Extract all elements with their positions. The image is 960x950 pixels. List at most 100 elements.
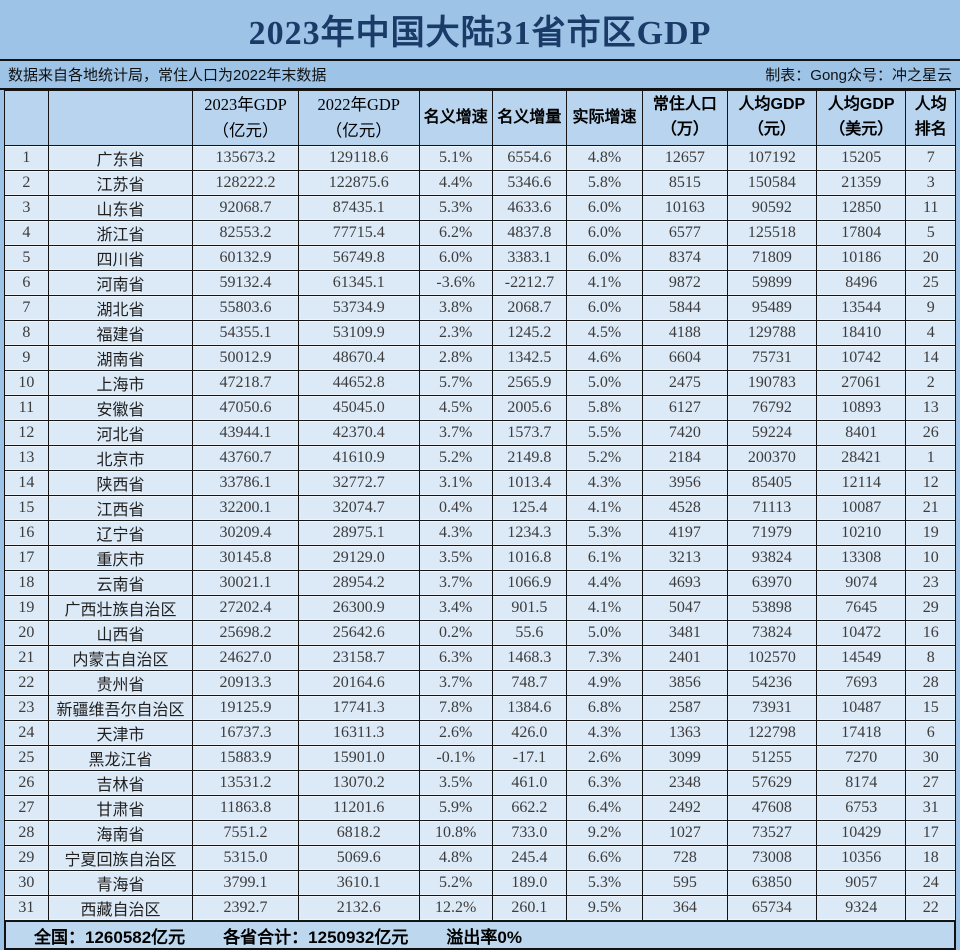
gdp-per-capita-usd-cell: 8174	[816, 770, 907, 796]
nominal-growth-cell: 4.3%	[418, 520, 493, 546]
gdp-per-capita-cny-cell: 57629	[726, 770, 818, 796]
table-row: 11 安徽省 47050.6 45045.0 4.5% 2005.6 5.8% 6127 767…	[4, 395, 956, 421]
per-capita-rank-cell: 12	[905, 470, 956, 496]
gdp-per-capita-usd-cell: 28421	[816, 445, 907, 471]
real-growth-cell: 6.1%	[565, 545, 644, 571]
table-row: 14 陕西省 33786.1 32772.7 3.1% 1013.4 4.3% 3956 854…	[4, 470, 956, 496]
gdp-per-capita-usd-cell: 10487	[816, 695, 907, 721]
gdp-per-capita-cny-cell: 63970	[726, 570, 818, 596]
province-cell: 黑龙江省	[47, 745, 194, 771]
gdp-per-capita-cny-cell: 59224	[726, 420, 818, 446]
nominal-growth-header: 名义增速	[418, 90, 493, 146]
rank-cell: 14	[4, 470, 49, 496]
nominal-growth-cell: 5.3%	[418, 195, 493, 221]
gdp-per-capita-cny-cell: 54236	[726, 670, 818, 696]
population-cell: 1027	[642, 820, 728, 846]
province-cell: 福建省	[47, 320, 194, 346]
rank-cell: 19	[4, 595, 49, 621]
gdp-per-capita-cny-cell: 76792	[726, 395, 818, 421]
table-row: 16 辽宁省 30209.4 28975.1 4.3% 1234.3 5.3% 4197 719…	[4, 520, 956, 546]
gdp-per-capita-usd-cell: 10087	[816, 495, 907, 521]
gdp-2022-cell: 11201.6	[297, 795, 420, 821]
gdp-2023-cell: 33786.1	[192, 470, 299, 496]
population-cell: 1363	[642, 720, 728, 746]
province-cell: 河南省	[47, 270, 194, 296]
spillover-rate: 溢出率0%	[446, 927, 522, 947]
gdp-2022-cell: 32772.7	[297, 470, 420, 496]
gdp-2023-cell: 19125.9	[192, 695, 299, 721]
gdp-per-capita-usd-cell: 14549	[816, 645, 907, 671]
table-row: 31 西藏自治区 2392.7 2132.6 12.2% 260.1 9.5% 364 6573…	[4, 895, 956, 921]
rank-cell: 24	[4, 720, 49, 746]
nominal-increase-cell: -17.1	[491, 745, 567, 771]
table-row: 2 江苏省 128222.2 122875.6 4.4% 5346.6 5.8% 8515 15…	[4, 170, 956, 196]
per-capita-rank-cell: 19	[905, 520, 956, 546]
gdp-2022-cell: 13070.2	[297, 770, 420, 796]
nominal-increase-cell: 1016.8	[491, 545, 567, 571]
nominal-increase-cell: 6554.6	[491, 145, 567, 171]
gdp-2022-cell: 17741.3	[297, 695, 420, 721]
province-cell: 辽宁省	[47, 520, 194, 546]
nominal-growth-cell: -3.6%	[418, 270, 493, 296]
nominal-increase-cell: 426.0	[491, 720, 567, 746]
gdp-2022-cell: 42370.4	[297, 420, 420, 446]
national-total: 全国：1260582亿元	[34, 927, 186, 947]
province-cell: 贵州省	[47, 670, 194, 696]
nominal-growth-cell: 3.7%	[418, 570, 493, 596]
gdp-per-capita-cny-cell: 63850	[726, 870, 818, 896]
nominal-increase-cell: 901.5	[491, 595, 567, 621]
gdp-per-capita-usd-cell: 9074	[816, 570, 907, 596]
gdp-per-capita-cny-cell: 90592	[726, 195, 818, 221]
real-growth-cell: 9.2%	[565, 820, 644, 846]
population-cell: 364	[642, 895, 728, 921]
gdp-2023-cell: 25698.2	[192, 620, 299, 646]
gdp-per-capita-usd-cell: 10472	[816, 620, 907, 646]
province-cell: 山西省	[47, 620, 194, 646]
gdp-2023-cell: 54355.1	[192, 320, 299, 346]
rank-cell: 7	[4, 295, 49, 321]
real-growth-cell: 6.3%	[565, 770, 644, 796]
gdp-per-capita-cny-cell: 65734	[726, 895, 818, 921]
gdp-per-capita-cny-cell: 102570	[726, 645, 818, 671]
population-cell: 10163	[642, 195, 728, 221]
per-capita-rank-cell: 20	[905, 245, 956, 271]
population-cell: 8374	[642, 245, 728, 271]
table-row: 10 上海市 47218.7 44652.8 5.7% 2565.9 5.0% 2475 190…	[4, 370, 956, 396]
nominal-increase-cell: 1245.2	[491, 320, 567, 346]
rank-cell: 18	[4, 570, 49, 596]
gdp-per-capita-usd-cell: 12114	[816, 470, 907, 496]
subtitle-bar: 数据来自各地统计局，常住人口为2022年末数据 制表：Gong众号：冲之星云	[0, 61, 960, 90]
nominal-increase-cell: 2149.8	[491, 445, 567, 471]
per-capita-rank-cell: 29	[905, 595, 956, 621]
population-cell: 3213	[642, 545, 728, 571]
population-cell: 6577	[642, 220, 728, 246]
gdp-per-capita-usd-cell: 10210	[816, 520, 907, 546]
per-capita-rank-cell: 16	[905, 620, 956, 646]
gdp-2023-cell: 15883.9	[192, 745, 299, 771]
real-growth-cell: 5.0%	[565, 370, 644, 396]
province-cell: 湖北省	[47, 295, 194, 321]
population-cell: 3856	[642, 670, 728, 696]
real-growth-cell: 6.8%	[565, 695, 644, 721]
gdp-2022-cell: 45045.0	[297, 395, 420, 421]
per-capita-rank-cell: 15	[905, 695, 956, 721]
population-cell: 6604	[642, 345, 728, 371]
province-cell: 云南省	[47, 570, 194, 596]
table-row: 30 青海省 3799.1 3610.1 5.2% 189.0 5.3% 595 63850 90…	[4, 870, 956, 896]
per-capita-rank-cell: 13	[905, 395, 956, 421]
per-capita-rank-cell: 30	[905, 745, 956, 771]
province-cell: 上海市	[47, 370, 194, 396]
gdp-2022-cell: 23158.7	[297, 645, 420, 671]
gdp-2022-header: 2022年GDP （亿元）	[297, 90, 420, 146]
rank-cell: 1	[4, 145, 49, 171]
gdp-2023-header: 2023年GDP （亿元）	[192, 90, 299, 146]
per-capita-rank-cell: 11	[905, 195, 956, 221]
page-title: 2023年中国大陆31省市区GDP	[0, 0, 960, 61]
table-row: 1 广东省 135673.2 129118.6 5.1% 6554.6 4.8% 12657 1…	[4, 145, 956, 171]
nominal-increase-cell: 1234.3	[491, 520, 567, 546]
rank-cell: 11	[4, 395, 49, 421]
province-cell: 北京市	[47, 445, 194, 471]
province-cell: 浙江省	[47, 220, 194, 246]
gdp-per-capita-usd-cell: 9324	[816, 895, 907, 921]
gdp-per-capita-cny-cell: 125518	[726, 220, 818, 246]
